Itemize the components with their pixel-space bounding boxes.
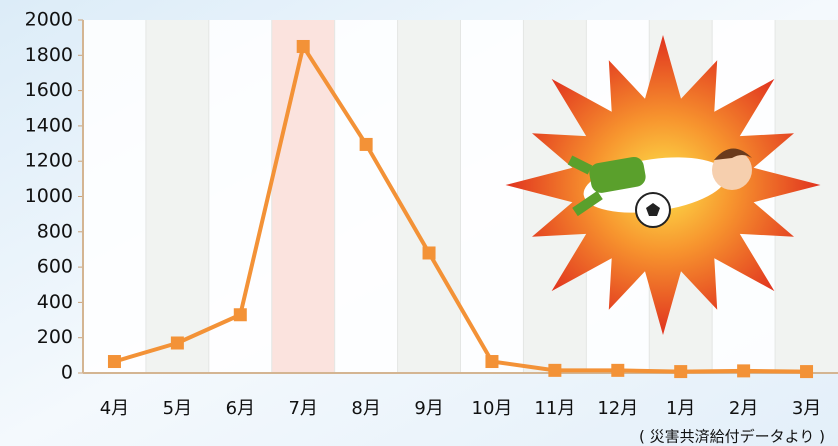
x-tick-label: 8月 <box>351 398 380 419</box>
y-tick-label: 1000 <box>25 185 73 207</box>
x-tick-label: 3月 <box>792 398 821 419</box>
band <box>775 20 838 373</box>
y-tick-label: 600 <box>37 256 73 278</box>
data-point <box>108 355 121 368</box>
data-point <box>171 336 184 349</box>
y-tick-label: 200 <box>37 326 73 348</box>
band <box>146 20 209 373</box>
data-point <box>360 138 373 151</box>
x-tick-label: 7月 <box>288 398 317 419</box>
band <box>398 20 461 373</box>
data-point <box>297 40 310 53</box>
x-tick-label: 11月 <box>534 398 575 419</box>
y-tick-label: 1200 <box>25 150 73 172</box>
y-tick-label: 800 <box>37 220 73 242</box>
data-point <box>800 365 813 378</box>
highlight-band <box>272 20 335 373</box>
data-point <box>548 364 561 377</box>
data-point <box>234 308 247 321</box>
data-point <box>674 365 687 378</box>
y-tick-label: 0 <box>61 362 73 384</box>
x-tick-label: 12月 <box>597 398 638 419</box>
y-tick-label: 1800 <box>25 44 73 66</box>
data-point <box>737 364 750 377</box>
x-tick-label: 6月 <box>226 398 255 419</box>
source-note: ( 災害共済給付データより ) <box>639 428 825 446</box>
y-tick-label: 400 <box>37 291 73 313</box>
y-tick-label: 1400 <box>25 114 73 136</box>
illustration <box>506 35 821 335</box>
y-tick-label: 1600 <box>25 79 73 101</box>
x-tick-label: 2月 <box>729 398 758 419</box>
x-tick-label: 4月 <box>100 398 129 419</box>
data-point <box>485 355 498 368</box>
x-tick-label: 9月 <box>414 398 443 419</box>
x-tick-label: 1月 <box>666 398 695 419</box>
chart: 4月 5月 6月 7月 8月 9月 10月 11月 12月 1月 2月 3月 0 200 400 600 800… <box>0 0 838 446</box>
data-point <box>611 364 624 377</box>
x-tick-label: 5月 <box>163 398 192 419</box>
data-point <box>423 246 436 259</box>
y-tick-label: 2000 <box>25 9 73 31</box>
x-tick-label: 10月 <box>472 398 513 419</box>
